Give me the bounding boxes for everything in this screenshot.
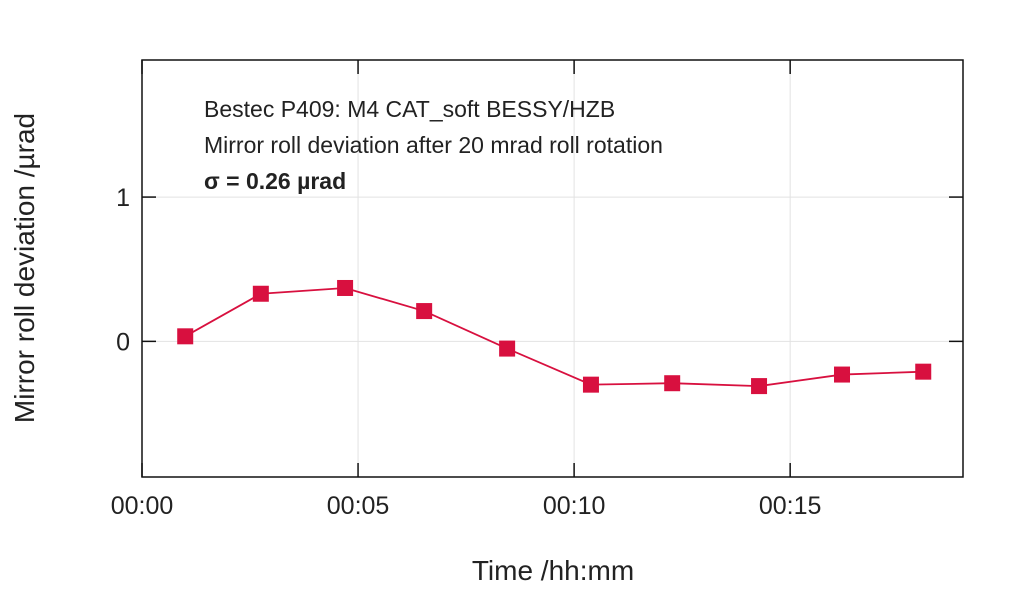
annotation-line-2: Mirror roll deviation after 20 mrad roll… <box>204 132 663 158</box>
data-point <box>664 375 681 392</box>
y-tick-label: 1 <box>116 184 130 212</box>
data-point <box>177 328 194 345</box>
data-point <box>915 363 932 380</box>
y-tick-label: 0 <box>116 328 130 356</box>
ticks: 00:00 00:05 00:10 00:15 0 1 <box>111 60 963 520</box>
annotation-sigma: σ = 0.26 µrad <box>204 168 346 194</box>
series-line <box>184 287 924 387</box>
series <box>177 279 932 395</box>
plot-frame <box>141 59 964 478</box>
data-point <box>416 303 433 320</box>
x-tick-label: 00:10 <box>543 492 606 520</box>
data-point <box>582 376 599 393</box>
data-point <box>337 279 354 296</box>
data-point <box>834 366 851 383</box>
x-tick-label: 00:00 <box>111 492 174 520</box>
x-tick-label: 00:05 <box>327 492 390 520</box>
x-axis-label: Time /hh:mm <box>472 555 634 586</box>
grid <box>142 60 963 477</box>
annotation-line-1: Bestec P409: M4 CAT_soft BESSY/HZB <box>204 96 615 122</box>
y-axis-label: Mirror roll deviation /µrad <box>9 113 40 423</box>
data-point <box>252 285 269 302</box>
x-tick-label: 00:15 <box>759 492 822 520</box>
data-point <box>751 378 768 395</box>
data-point <box>499 340 516 357</box>
